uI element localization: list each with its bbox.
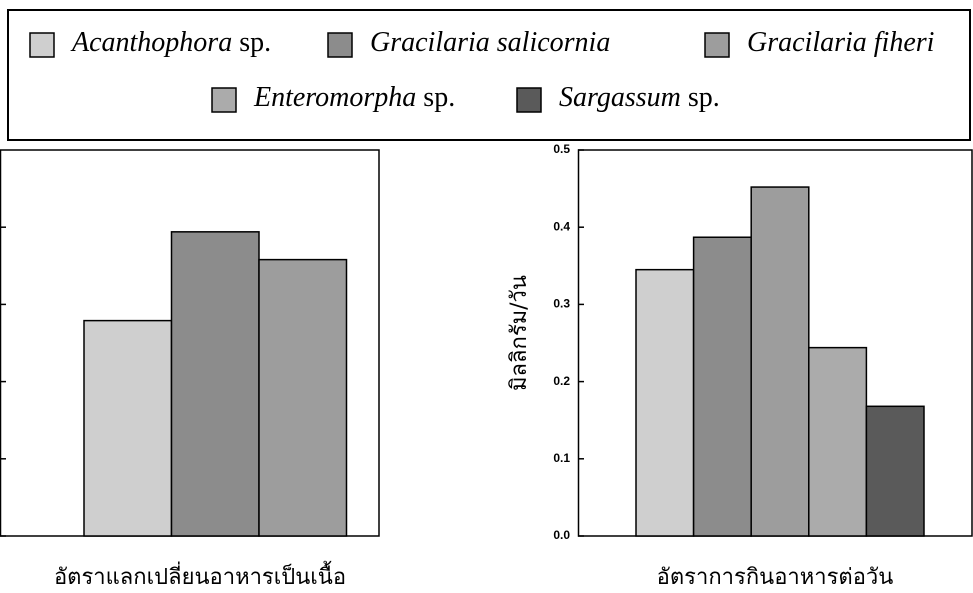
legend-swatch (704, 32, 730, 58)
legend-label: Gracilaria salicornia (370, 27, 610, 58)
legend-swatch (29, 32, 55, 58)
y-tick-label: 0.5 (553, 142, 570, 156)
bar (83, 319, 173, 537)
bar (808, 346, 868, 537)
y-axis-label: มิลลิกรัม/วัน (507, 275, 532, 391)
legend-swatch (211, 87, 237, 113)
y-tick-label: 0.2 (553, 374, 570, 388)
y-tick-label: 0.4 (553, 219, 570, 233)
bar (865, 405, 925, 537)
bar (692, 236, 752, 537)
legend-swatch (327, 32, 353, 58)
legend-box (7, 9, 971, 141)
caption: อัตราการกินอาหารต่อวัน (657, 565, 894, 590)
y-tick-label: 0.1 (553, 451, 570, 465)
bar (635, 268, 695, 537)
legend-label: Enteromorpha sp. (253, 82, 455, 113)
legend-label: Acanthophora sp. (70, 27, 271, 58)
legend-swatch (516, 87, 542, 113)
y-tick-label: 0.0 (553, 528, 570, 542)
y-tick-label: 0.3 (553, 297, 570, 311)
bar (258, 258, 348, 537)
caption: อัตราแลกเปลี่ยนอาหารเป็นเนื้อ (54, 561, 346, 590)
bar (170, 231, 260, 537)
bar (750, 186, 810, 537)
legend-label: Sargassum sp. (559, 82, 720, 113)
legend-label: Gracilaria fiheri (747, 27, 934, 58)
